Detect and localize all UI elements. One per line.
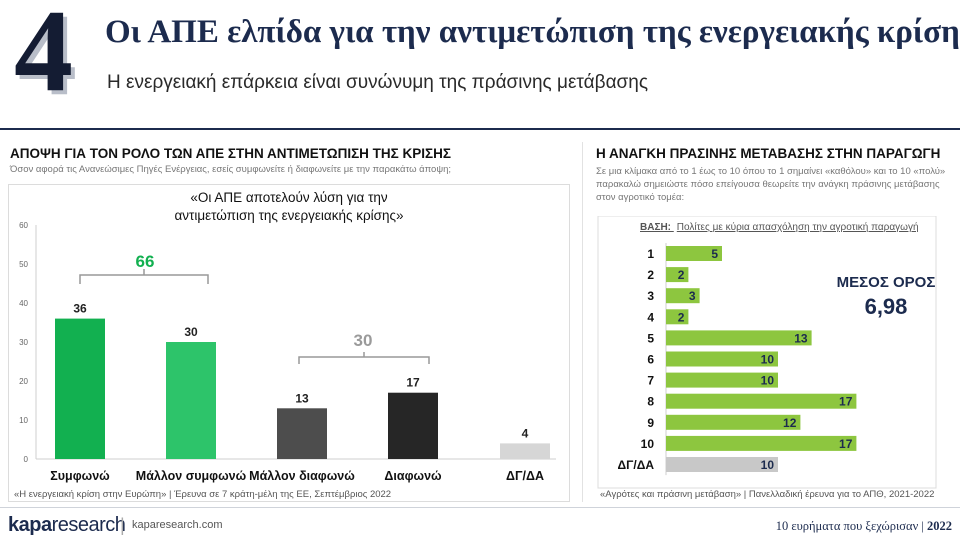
bar bbox=[666, 414, 801, 430]
chart-frame bbox=[8, 184, 570, 502]
x-category-label: Συμφωνώ bbox=[50, 469, 110, 483]
bar-value-label: 10 bbox=[761, 374, 775, 388]
y-tick-label: 20 bbox=[19, 377, 28, 386]
urgency-scale-bar-chart: ΒΑΣΗ: Πολίτες με κύρια απασχόληση την αγ… bbox=[597, 216, 937, 489]
chart-frame bbox=[597, 216, 937, 489]
left-section-title: ΑΠΟΨΗ ΓΙΑ ΤΟΝ ΡΟΛΟ ΤΩΝ ΑΠΕ ΣΤΗΝ ΑΝΤΙΜΕΤΩ… bbox=[10, 146, 451, 161]
y-category-label: 7 bbox=[647, 374, 654, 388]
y-category-label: 3 bbox=[647, 289, 654, 303]
bar-value-label: 3 bbox=[689, 289, 696, 303]
bar-value-label: 36 bbox=[73, 302, 87, 316]
bar-value-label: 2 bbox=[678, 310, 685, 324]
agree-group-total: 66 bbox=[136, 252, 155, 271]
y-tick-label: 0 bbox=[24, 455, 29, 464]
y-category-label: 9 bbox=[647, 416, 654, 430]
base-label-text: Πολίτες με κύρια απασχόληση την αγροτική… bbox=[677, 221, 919, 233]
y-category-label: 8 bbox=[647, 395, 654, 409]
mean-value: 6,98 bbox=[865, 294, 908, 319]
header-divider bbox=[0, 128, 960, 130]
bar-value-label: 17 bbox=[839, 437, 853, 451]
logo-bold-text: kapa bbox=[8, 514, 52, 536]
y-category-label: 2 bbox=[647, 268, 654, 282]
footer-tagline: 10 ευρήματα που ξεχώρισαν | 2022 bbox=[776, 519, 952, 534]
bar-value-label: 30 bbox=[184, 325, 198, 339]
base-label: ΒΑΣΗ: Πολίτες με κύρια απασχόληση την αγ… bbox=[640, 221, 919, 233]
disagree-group-bracket bbox=[298, 352, 430, 364]
bar bbox=[666, 288, 700, 304]
slide-number: 4 bbox=[14, 0, 73, 116]
bar-value-label: 17 bbox=[406, 376, 420, 390]
y-category-label: 1 bbox=[647, 247, 654, 261]
left-section-subtitle: Όσον αφορά τις Ανανεώσιμες Πηγές Ενέργει… bbox=[10, 164, 452, 175]
bar-value-label: 13 bbox=[295, 391, 309, 405]
bar bbox=[666, 393, 857, 409]
y-tick-label: 60 bbox=[19, 221, 28, 230]
footer-year: 2022 bbox=[927, 519, 952, 533]
y-category-label: 4 bbox=[647, 310, 654, 324]
x-category-label: ΔΓ/ΔΑ bbox=[506, 469, 544, 483]
bar bbox=[666, 351, 778, 367]
page-title: Οι ΑΠΕ ελπίδα για την αντιμετώπιση της ε… bbox=[105, 14, 960, 50]
footer-separator: | bbox=[120, 515, 125, 535]
brand-logo: kaparesearch bbox=[8, 514, 126, 537]
bar bbox=[277, 408, 327, 459]
right-source-note: «Αγρότες και πράσινη μετάβαση» | Πανελλα… bbox=[600, 489, 935, 500]
right-section-title: Η ΑΝΑΓΚΗ ΠΡΑΣΙΝΗΣ ΜΕΤΑΒΑΣΗΣ ΣΤΗΝ ΠΑΡΑΓΩΓ… bbox=[596, 146, 941, 161]
y-tick-label: 50 bbox=[19, 260, 28, 269]
logo-light-text: research bbox=[51, 514, 126, 536]
y-tick-label: 30 bbox=[19, 338, 28, 347]
bar bbox=[666, 457, 778, 472]
footer-tagline-text: 10 ευρήματα που ξεχώρισαν | bbox=[775, 519, 924, 533]
x-category-label: Μάλλον συμφωνώ bbox=[136, 469, 247, 483]
bar-value-label: 10 bbox=[761, 458, 775, 472]
right-section-subtitle: Σε μια κλίμακα από το 1 έως το 10 όπου τ… bbox=[596, 166, 946, 203]
bar-value-label: 13 bbox=[794, 331, 808, 345]
y-category-label: 10 bbox=[641, 437, 655, 451]
bar-value-label: 2 bbox=[678, 268, 685, 282]
section-divider bbox=[582, 142, 583, 502]
left-source-note: «Η ενεργειακή κρίση στην Ευρώπη» | Έρευν… bbox=[14, 489, 392, 500]
disagree-group-total: 30 bbox=[354, 331, 373, 350]
mean-label: ΜΕΣΟΣ ΟΡΟΣ bbox=[837, 274, 936, 291]
x-category-label: Μάλλον διαφωνώ bbox=[249, 469, 355, 483]
bar bbox=[500, 443, 550, 459]
x-category-label: Διαφωνώ bbox=[384, 469, 442, 483]
bar-value-label: 17 bbox=[839, 395, 853, 409]
page-subtitle: Η ενεργειακή επάρκεια είναι συνώνυμη της… bbox=[107, 72, 648, 93]
bar-value-label: 10 bbox=[761, 353, 775, 367]
bar bbox=[666, 246, 722, 261]
bar-value-label: 12 bbox=[783, 416, 797, 430]
quote-line-2: αντιμετώπιση της ενεργειακής κρίσης» bbox=[174, 208, 403, 223]
footer-website-link[interactable]: kaparesearch.com bbox=[132, 519, 223, 531]
y-category-label: ΔΓ/ΔΑ bbox=[618, 458, 655, 472]
bar-value-label: 5 bbox=[711, 247, 718, 261]
bar bbox=[666, 267, 689, 283]
agreement-bar-chart: «Οι ΑΠΕ αποτελούν λύση για την αντιμετώπ… bbox=[8, 184, 570, 502]
bar bbox=[666, 435, 857, 451]
y-tick-label: 10 bbox=[19, 416, 28, 425]
bar-value-label: 4 bbox=[522, 426, 529, 440]
agree-group-bracket bbox=[79, 269, 209, 284]
bar bbox=[666, 330, 812, 346]
bar bbox=[666, 372, 778, 388]
bar bbox=[166, 342, 216, 459]
bar bbox=[55, 318, 105, 459]
bar bbox=[388, 392, 438, 459]
footer-divider bbox=[0, 507, 960, 508]
base-label-bold: ΒΑΣΗ: bbox=[640, 222, 671, 233]
bar bbox=[666, 309, 689, 325]
y-category-label: 5 bbox=[647, 331, 654, 345]
y-tick-label: 40 bbox=[19, 299, 28, 308]
quote-line-1: «Οι ΑΠΕ αποτελούν λύση για την bbox=[190, 190, 388, 205]
y-category-label: 6 bbox=[647, 353, 654, 367]
